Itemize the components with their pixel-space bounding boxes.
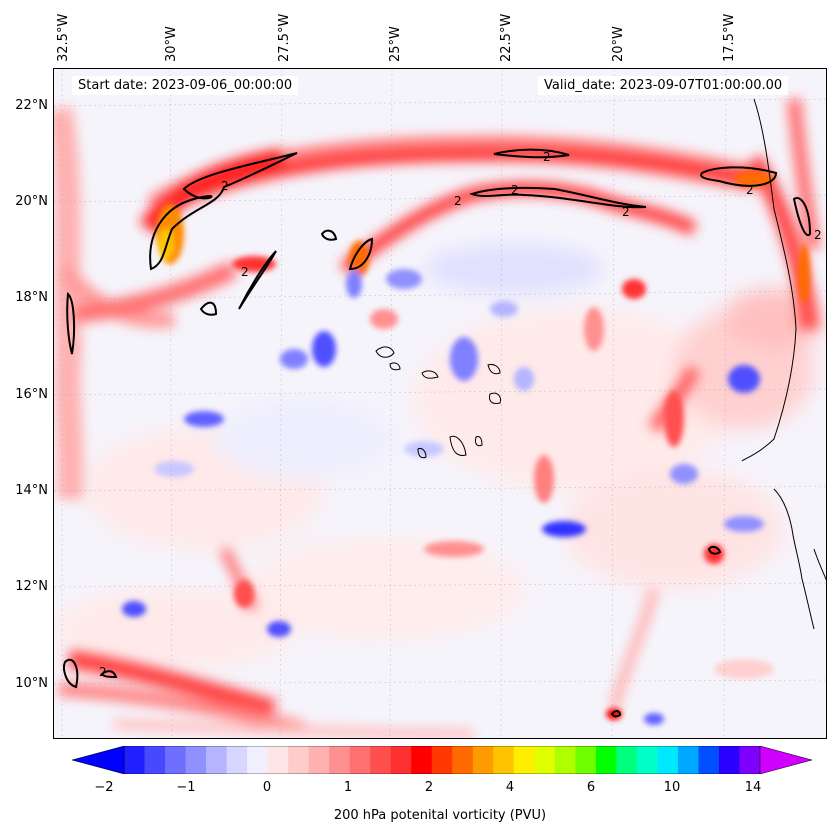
valid-date-label: Valid_date: 2023-09-07T01:00:00.00 xyxy=(538,76,789,95)
colorbar-bin xyxy=(124,746,146,774)
colorbar-bin xyxy=(452,746,474,774)
colorbar-bin xyxy=(411,746,433,774)
colorbar-bin xyxy=(349,746,371,774)
colorbar-bin xyxy=(247,746,269,774)
colorbar-min-arrow xyxy=(72,746,125,774)
colorbar-tick: 2 xyxy=(424,780,434,795)
colorbar-tick: 4 xyxy=(505,780,515,795)
colorbar-bin xyxy=(677,746,699,774)
colorbar-bin xyxy=(534,746,556,774)
colorbar-bin xyxy=(575,746,597,774)
map-panel: 2 2 2 2 2 2 2 2 2 xyxy=(53,68,827,739)
lon-label-17-5w: 17.5°W xyxy=(722,13,737,62)
colorbar-tick: 1 xyxy=(343,780,353,795)
colorbar-tick: 14 xyxy=(744,780,762,795)
colorbar-bin xyxy=(513,746,535,774)
lon-label-27-5w: 27.5°W xyxy=(277,13,292,62)
colorbar-tick: 0 xyxy=(262,780,272,795)
colorbar-tick: −2 xyxy=(94,780,114,795)
colorbar-tick: −1 xyxy=(176,780,196,795)
lon-label-30w: 30°W xyxy=(164,26,179,62)
start-date-label: Start date: 2023-09-06_00:00:00 xyxy=(72,76,299,95)
lon-label-20w: 20°W xyxy=(611,26,626,62)
contour-label: 2 xyxy=(814,228,822,242)
colorbar-bin xyxy=(698,746,720,774)
colorbar-bin xyxy=(554,746,576,774)
colorbar-bin xyxy=(226,746,248,774)
colorbar-bin xyxy=(493,746,515,774)
colorbar-bin xyxy=(206,746,228,774)
colorbar-bin xyxy=(718,746,740,774)
colorbar-bin xyxy=(739,746,761,774)
pv-2-contours xyxy=(63,148,812,718)
contour-label: 2 xyxy=(221,179,229,193)
contour-label: 2 xyxy=(241,265,249,279)
lat-label-12n: 12°N xyxy=(15,579,48,594)
colorbar-bin xyxy=(267,746,289,774)
colorbar-bin xyxy=(185,746,207,774)
contour-label: 2 xyxy=(543,150,551,164)
contour-label: 2 xyxy=(454,194,462,208)
colorbar-bin xyxy=(288,746,310,774)
lon-label-22-5w: 22.5°W xyxy=(499,13,514,62)
colorbar-bin xyxy=(636,746,658,774)
contour-label: 2 xyxy=(99,665,107,679)
colorbar-bin xyxy=(472,746,494,774)
colorbar-bin xyxy=(370,746,392,774)
pv-field-map: 2 2 2 2 2 2 2 2 2 xyxy=(54,69,826,738)
colorbar-bin xyxy=(595,746,617,774)
lat-label-10n: 10°N xyxy=(15,676,48,691)
contour-label: 2 xyxy=(622,205,630,219)
lat-label-20n: 20°N xyxy=(15,194,48,209)
lat-label-22n: 22°N xyxy=(15,98,48,113)
colorbar-tick: 10 xyxy=(663,780,681,795)
lat-label-14n: 14°N xyxy=(15,483,48,498)
colorbar-bin xyxy=(657,746,679,774)
lat-label-18n: 18°N xyxy=(15,290,48,305)
colorbar-bins xyxy=(123,746,761,774)
colorbar xyxy=(72,746,812,774)
colorbar-title: 200 hPa potenital vorticity (PVU) xyxy=(333,808,547,823)
contour-label: 2 xyxy=(511,183,519,197)
lon-label-32-5w: 32.5°W xyxy=(56,13,71,62)
colorbar-bin xyxy=(144,746,166,774)
contour-labels: 2 2 2 2 2 2 2 2 2 xyxy=(99,150,822,679)
colorbar-bin xyxy=(616,746,638,774)
contour-label: 2 xyxy=(746,183,754,197)
colorbar-bin xyxy=(165,746,187,774)
colorbar-tick: 6 xyxy=(586,780,596,795)
colorbar-bin xyxy=(308,746,330,774)
colorbar-bin xyxy=(431,746,453,774)
background-field xyxy=(54,244,824,669)
colorbar-max-arrow xyxy=(759,746,812,774)
colorbar-bin xyxy=(329,746,351,774)
graticule xyxy=(54,69,826,738)
lon-label-25w: 25°W xyxy=(388,26,403,62)
colorbar-bin xyxy=(390,746,412,774)
lat-label-16n: 16°N xyxy=(15,387,48,402)
coastlines xyxy=(375,98,826,630)
